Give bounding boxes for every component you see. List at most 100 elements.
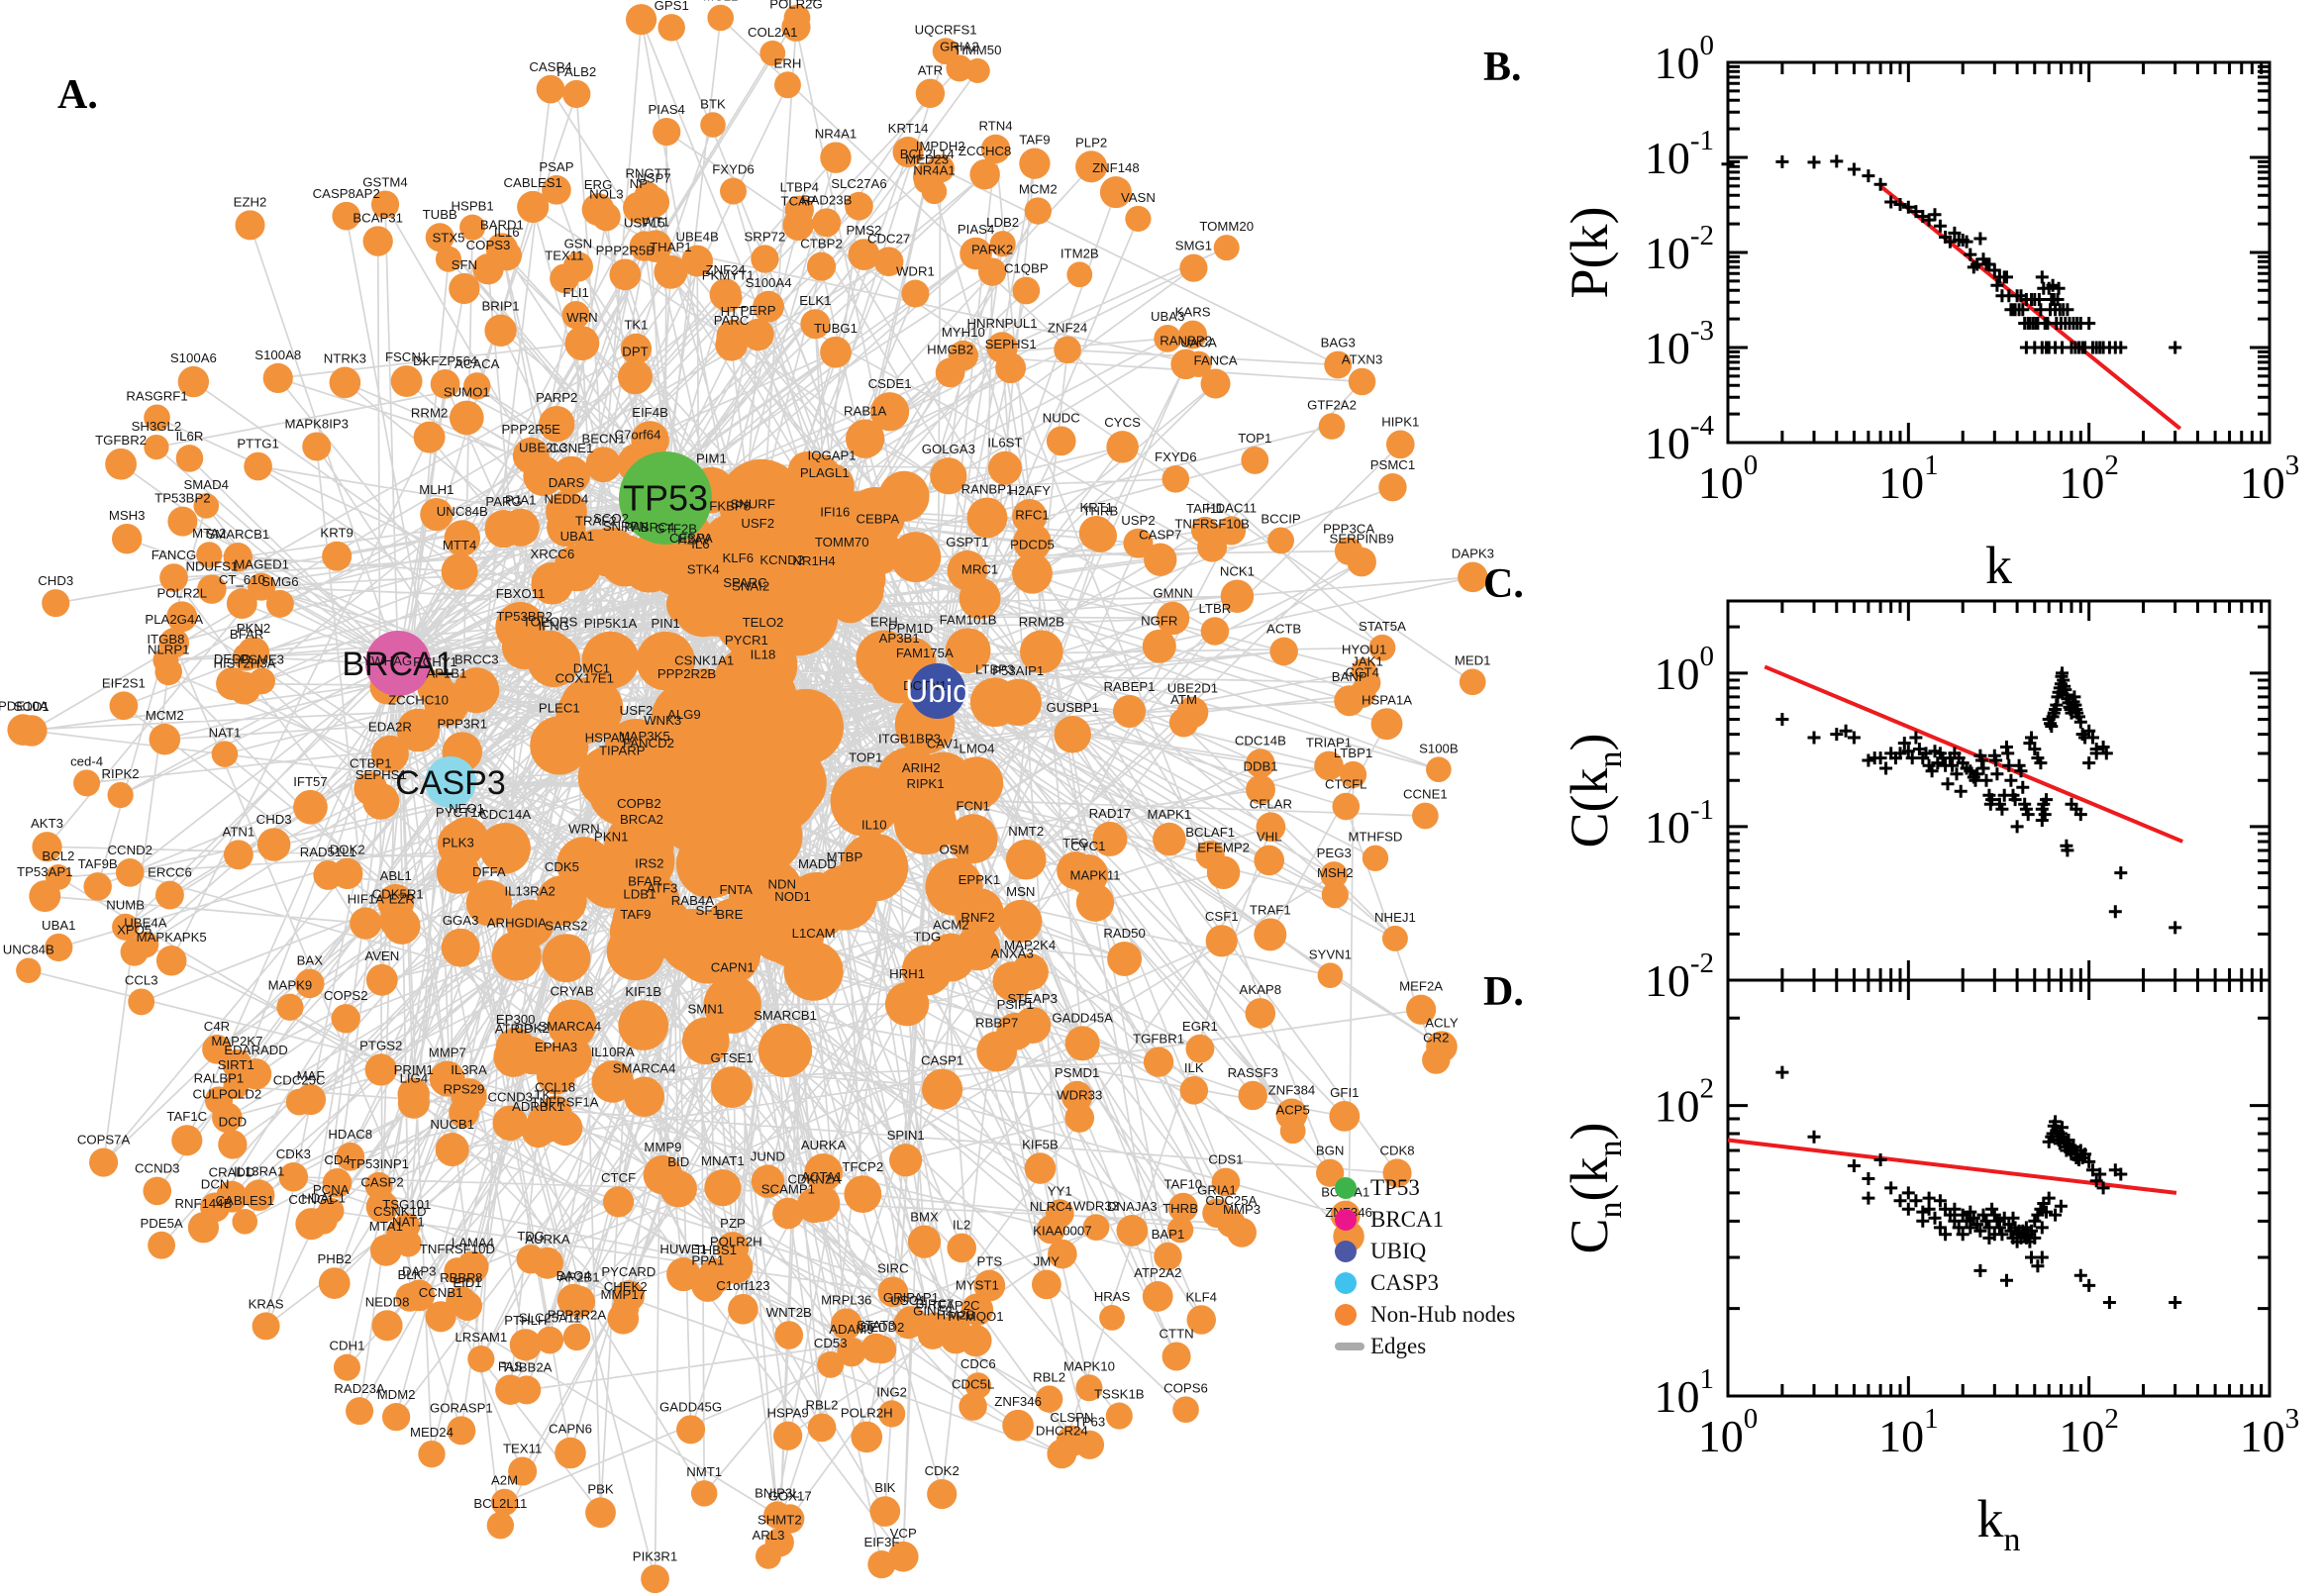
legend-node-swatch-icon — [1335, 1272, 1357, 1294]
network-node — [175, 445, 204, 472]
network-node-label: DDB1 — [1243, 759, 1277, 774]
network-node — [1057, 851, 1095, 890]
network-node — [166, 601, 198, 633]
network-node-label: ATR — [918, 63, 943, 78]
network-node — [636, 631, 695, 691]
network-node — [1238, 1080, 1267, 1111]
network-node — [542, 934, 591, 983]
network-node — [237, 637, 270, 669]
network-node — [609, 258, 642, 291]
network-node — [1064, 1026, 1100, 1061]
network-node-label: GADD45G — [659, 1399, 722, 1414]
network-node-label: PSMC1 — [1370, 457, 1415, 472]
network-node — [562, 251, 594, 282]
network-node — [1339, 760, 1367, 788]
network-node — [756, 1543, 781, 1569]
network-node — [992, 961, 1033, 1001]
network-node-label: RBL2 — [806, 1398, 839, 1413]
network-node — [579, 845, 644, 909]
network-node-label: UBA1 — [42, 918, 75, 933]
network-node — [1106, 431, 1139, 463]
network-node — [989, 231, 1016, 257]
network-node-label: FBXO11 — [496, 586, 546, 601]
network-node — [105, 448, 137, 480]
axis-tick-label: 100 — [1655, 641, 1715, 699]
network-node — [657, 14, 685, 42]
network-node-label: KIF1B — [625, 984, 661, 999]
network-node — [556, 686, 614, 745]
network-node — [459, 214, 486, 241]
network-node — [1099, 176, 1132, 209]
network-node — [751, 1164, 785, 1198]
network-node — [620, 333, 653, 365]
network-node — [521, 1115, 555, 1148]
network-node — [1254, 918, 1287, 951]
network-node — [751, 245, 779, 273]
network-node — [1216, 516, 1247, 546]
network-node-label: TDG — [517, 1229, 545, 1244]
network-node — [329, 366, 361, 399]
axis-tick-label: 103 — [2240, 1403, 2300, 1461]
network-node — [1176, 696, 1209, 729]
network-node — [1012, 276, 1041, 305]
network-node-label: PPP2R5E — [502, 422, 561, 437]
network-node-label: TOP1 — [849, 750, 882, 765]
network-node — [817, 1350, 845, 1378]
network-node-label: CHEK2 — [604, 1279, 648, 1294]
network-node-label: ATRIP — [495, 1021, 533, 1036]
network-node — [1321, 881, 1349, 909]
network-node — [1190, 516, 1219, 545]
network-node-label: SNRPN — [603, 519, 649, 534]
network-node — [430, 369, 460, 399]
network-node — [946, 54, 973, 82]
network-node — [1014, 1006, 1052, 1044]
network-node — [278, 1162, 309, 1192]
axis-tick-label: 100 — [1698, 1403, 1759, 1461]
network-node — [577, 746, 642, 809]
network-node — [226, 588, 257, 620]
network-node — [889, 1144, 923, 1177]
network-node — [1154, 325, 1182, 352]
network-node-label: RANBP2 — [1160, 334, 1212, 349]
network-node — [364, 1053, 397, 1086]
network-node — [1012, 552, 1053, 594]
network-node — [713, 648, 780, 715]
network-node — [370, 190, 400, 219]
network-node — [624, 1076, 664, 1118]
network-node — [1013, 523, 1052, 561]
network-node — [276, 993, 304, 1021]
network-node — [1406, 994, 1437, 1025]
network-node-label: USP7 — [637, 171, 670, 186]
network-node — [420, 497, 454, 532]
network-node-label: ATM — [1170, 692, 1197, 707]
network-node — [653, 117, 681, 147]
network-node — [809, 463, 855, 509]
network-node-label: MTA2 — [192, 526, 226, 541]
network-node — [1166, 1216, 1194, 1244]
network-node-label: NEDD8 — [365, 1294, 410, 1309]
network-node — [441, 552, 478, 590]
network-node — [346, 1397, 374, 1426]
network-node-label: HSPA9 — [766, 1406, 808, 1421]
network-node — [223, 840, 253, 870]
network-node — [713, 283, 743, 313]
network-node — [148, 1231, 176, 1259]
network-node — [1154, 1242, 1182, 1271]
network-node-label: PBK — [587, 1481, 614, 1496]
network-node — [336, 1142, 365, 1171]
network-node-label: MAF — [297, 1068, 325, 1083]
network-node — [959, 1392, 987, 1421]
network-node — [302, 432, 332, 461]
network-node — [331, 1004, 360, 1034]
network-node — [531, 561, 574, 605]
network-node — [980, 134, 1011, 164]
network-node — [371, 735, 409, 773]
network-node — [1082, 1214, 1110, 1241]
network-node-label: EIF4B — [632, 405, 668, 420]
network-node-label: RAB4A — [671, 893, 714, 908]
network-node — [759, 40, 786, 66]
hub-node-ubiq — [910, 663, 965, 719]
network-node-label: DARS — [549, 475, 585, 490]
network-node — [447, 1416, 476, 1446]
network-node-label: PSMD1 — [1055, 1065, 1099, 1080]
